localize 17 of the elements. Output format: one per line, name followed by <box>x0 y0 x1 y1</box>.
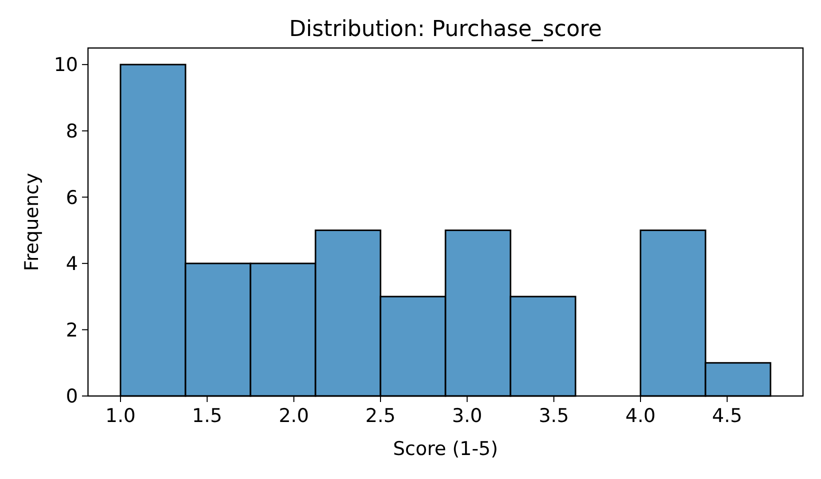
x-tick-label: 2.5 <box>365 405 396 427</box>
y-axis-title: Frequency <box>21 172 43 272</box>
y-tick-label: 0 <box>66 386 78 408</box>
x-tick-label: 1.0 <box>105 405 136 427</box>
y-tick-label: 2 <box>66 319 78 342</box>
y-tick-label: 4 <box>66 253 78 276</box>
x-tick-label: 1.5 <box>192 405 222 427</box>
x-tick-label: 4.5 <box>712 405 742 427</box>
x-tick-label: 4.0 <box>625 405 656 427</box>
y-tick-label: 10 <box>54 54 78 76</box>
y-tick-label: 8 <box>66 120 78 143</box>
x-tick-label: 3.5 <box>538 405 569 427</box>
x-tick-label: 3.0 <box>452 405 482 427</box>
chart-title: Distribution: Purchase_score <box>289 17 602 42</box>
x-axis-title: Score (1-5) <box>392 438 498 460</box>
x-tick-label: 2.0 <box>278 405 309 427</box>
y-tick-label: 6 <box>66 186 78 209</box>
